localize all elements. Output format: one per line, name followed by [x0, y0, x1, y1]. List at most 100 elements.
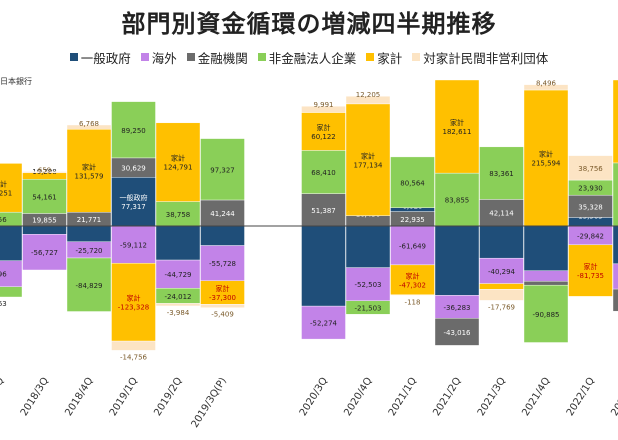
bar-group: 956 家計77,251 296 263 — [0, 163, 23, 308]
legend-swatch — [69, 53, 78, 61]
data-label: 21,771 — [77, 216, 102, 224]
legend-item-financial-institutions: 金融機関 — [186, 48, 248, 67]
bar-segment-nonfinancial-corporations — [612, 162, 618, 227]
data-label: 家計 215,594 — [532, 150, 561, 168]
data-label: 家計 182,611 — [443, 118, 472, 136]
data-label: 296 — [0, 271, 7, 279]
data-label-line: 215,594 — [532, 160, 561, 168]
data-label-line: 296 — [0, 271, 7, 279]
data-label-line: 30,629 — [121, 165, 146, 173]
data-label: 97,327 — [210, 166, 235, 174]
bar-segment-npish — [523, 84, 569, 91]
data-label-line: 77,251 — [0, 189, 12, 197]
data-label-line: 83,361 — [489, 170, 514, 178]
data-label: -14,756 — [120, 353, 148, 361]
data-label: 家計 124,791 — [164, 154, 193, 172]
data-label-line: -55,728 — [209, 260, 236, 268]
data-label: 80,564 — [400, 179, 425, 187]
data-label: -84,829 — [75, 282, 102, 290]
x-tick-label: 2018/3Q — [19, 376, 51, 418]
data-label: -52,503 — [354, 281, 381, 289]
data-label-line: 家計 — [539, 150, 553, 159]
x-tick-label: 2018/4Q — [63, 376, 95, 418]
data-label: 12,205 — [356, 91, 381, 99]
data-label: 41,244 — [210, 210, 235, 218]
x-tick-label: 2021/2Q — [431, 376, 463, 418]
bar-segment-overseas — [523, 270, 569, 282]
data-label-line: 22,935 — [400, 216, 425, 224]
bar-segment-households — [390, 264, 435, 295]
data-label-line: 一般政府 — [120, 193, 148, 202]
data-label: 家計 60,122 — [311, 123, 336, 141]
data-label: -5,409 — [211, 311, 234, 319]
data-label: -29,842 — [577, 232, 604, 240]
data-label: 家計-81,735 — [577, 262, 604, 280]
bar-segment-npish — [111, 340, 156, 351]
data-label: -90,885 — [532, 311, 559, 319]
bar-segment-general-government — [434, 225, 480, 296]
data-label: 38,756 — [578, 165, 603, 173]
data-label: 家計-37,300 — [209, 284, 236, 302]
bar-segment-households — [434, 79, 480, 174]
bar-segment-overseas — [22, 234, 67, 271]
bar-segment-nonfinancial-corporations — [111, 101, 156, 159]
bar-group: 21,771 家計 131,579 6,768 -25,720 -84,829 — [66, 120, 112, 312]
bar-segment-households — [523, 89, 569, 227]
bar-segment-financial-institutions — [200, 199, 245, 227]
bar-segment-nonfinancial-corporations — [479, 146, 524, 200]
x-tick-label: 2020/4Q — [342, 376, 374, 418]
data-label-line: 68,410 — [311, 169, 336, 177]
data-label-line: -52,274 — [310, 320, 338, 328]
data-label-line: 124,791 — [164, 164, 193, 172]
data-label-line: 80,564 — [400, 179, 425, 187]
legend-item-nonfinancial-corporations: 非金融法人企業 — [257, 48, 357, 67]
bar-group: 38,758 家計 124,791 -44,729 -24,012 -3,984 — [155, 122, 201, 317]
data-label-line: -14,756 — [120, 353, 148, 361]
bar-segment-general-government — [200, 225, 245, 246]
legend-label: 一般政府 — [80, 50, 131, 66]
data-label: -40,294 — [488, 268, 516, 276]
data-label: 42,114 — [489, 210, 514, 218]
data-label-line: 家計 — [216, 284, 230, 293]
data-label: -55,728 — [209, 260, 236, 268]
data-label: 23,930 — [578, 185, 603, 193]
data-label: 家計 131,579 — [75, 162, 104, 180]
data-label: 家計77,251 — [0, 179, 12, 197]
bar-segment-overseas — [301, 305, 346, 340]
data-label: 19,855 — [32, 217, 57, 225]
bar-segment-households — [66, 129, 112, 213]
data-label-line: 51,387 — [311, 207, 336, 215]
data-label-line: -43,016 — [443, 329, 471, 337]
data-label: -44,729 — [164, 271, 191, 279]
data-label: 一般政府 77,317 — [120, 193, 148, 211]
bar-segment-nonfinancial-corporations — [0, 286, 23, 298]
data-label-line: -90,885 — [532, 311, 559, 319]
data-label: 38,758 — [166, 211, 191, 219]
data-label: 8,496 — [536, 80, 557, 88]
legend-label: 金融機関 — [197, 50, 248, 66]
bar-segment-households — [479, 283, 524, 290]
data-label-line: 家計 — [584, 262, 598, 271]
legend-label: 家計 — [377, 50, 403, 66]
data-label: -56,727 — [31, 249, 58, 257]
bar-segment-households — [0, 163, 23, 213]
legend-label: 非金融法人企業 — [268, 50, 357, 66]
data-label-line: -44,729 — [164, 271, 191, 279]
bar-segment-general-government — [612, 225, 618, 265]
data-label: 54,161 — [32, 193, 57, 201]
bar-segment-households — [301, 112, 346, 151]
data-label: 51,387 — [311, 207, 336, 215]
data-label: -52,274 — [310, 320, 338, 328]
bar-segment-general-government — [523, 225, 569, 271]
bar-segment-nonfinancial-corporations — [0, 211, 23, 227]
data-label: -118 — [405, 298, 421, 306]
data-label: 83,855 — [445, 197, 470, 205]
data-label-line: 家計 — [127, 294, 141, 303]
data-label-line: 21,771 — [77, 216, 102, 224]
x-tick-label: 2019/2Q — [152, 376, 184, 418]
data-label-line: 6,768 — [79, 120, 99, 128]
legend-swatch — [366, 53, 375, 61]
